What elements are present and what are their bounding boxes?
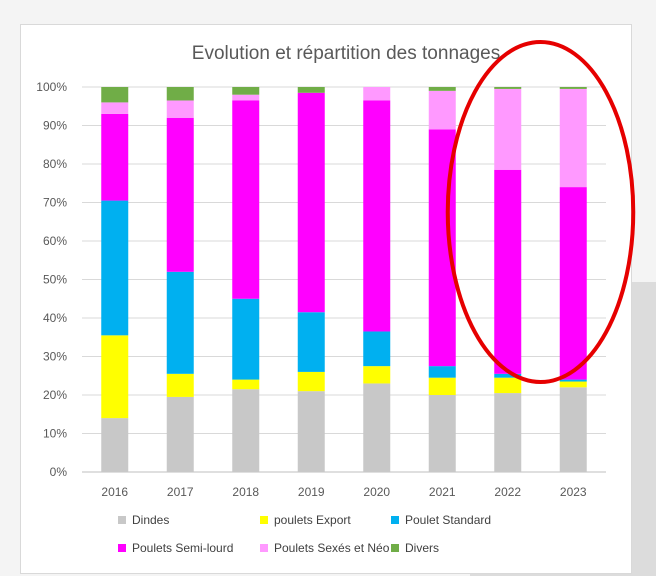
bar-segment [297, 92, 325, 313]
bar-segment [363, 331, 391, 367]
bar-segment [363, 383, 391, 472]
bar-segment [559, 387, 587, 472]
legend-label: Poulets Sexés et Néo [274, 541, 390, 555]
bar-segment [101, 335, 129, 419]
bar-segment [232, 100, 260, 299]
chart-title: Evolution et répartition des tonnages [192, 43, 500, 64]
x-tick-label: 2017 [167, 485, 194, 499]
legend-label: Poulet Standard [405, 513, 491, 527]
legend: Dindes poulets Export Poulet Standard Poule… [118, 513, 491, 555]
bar-segment [166, 396, 194, 472]
legend-label: Divers [405, 541, 439, 555]
bar-segment [494, 87, 522, 89]
y-tick-label: 60% [43, 234, 67, 248]
bar-segment [363, 100, 391, 332]
bar-segment [101, 102, 129, 114]
bar-segment [232, 298, 260, 380]
bar-segment [559, 379, 587, 382]
x-tick-label: 2018 [232, 485, 259, 499]
bar-segment [297, 312, 325, 372]
y-tick-label: 50% [43, 273, 67, 287]
bar-segment [559, 381, 587, 388]
legend-swatch [118, 516, 126, 524]
y-tick-label: 70% [43, 196, 67, 210]
bar-segment [166, 117, 194, 272]
bar-segment [559, 187, 587, 380]
bar-segment [101, 113, 129, 201]
y-tick-label: 30% [43, 350, 67, 364]
bar-segment [101, 87, 129, 103]
bar-segment [559, 88, 587, 188]
bar-segment [428, 90, 456, 130]
legend-swatch [391, 516, 399, 524]
y-tick-label: 80% [43, 157, 67, 171]
x-tick-label: 2016 [101, 485, 128, 499]
bar-segment [494, 169, 522, 374]
legend-label: poulets Export [274, 513, 351, 527]
bar-segment [166, 87, 194, 101]
bar-segment [166, 100, 194, 118]
highlight-ellipse [445, 40, 636, 384]
bar-segment [428, 366, 456, 378]
y-tick-label: 100% [36, 80, 67, 94]
legend-swatch [260, 516, 268, 524]
bar-segment [166, 373, 194, 397]
y-tick-label: 40% [43, 311, 67, 325]
bar-segment [166, 271, 194, 374]
bar-segment [494, 373, 522, 378]
bar-segment [428, 395, 456, 472]
bar-segment [297, 371, 325, 392]
bars [101, 87, 587, 472]
legend-swatch [260, 544, 268, 552]
bar-segment [428, 87, 456, 91]
legend-swatch [118, 544, 126, 552]
bar-segment [428, 377, 456, 395]
legend-label: Dindes [132, 513, 169, 527]
x-tick-label: 2019 [298, 485, 325, 499]
x-tick-label: 2021 [429, 485, 456, 499]
bar-segment [232, 94, 260, 101]
bar-segment [297, 87, 325, 93]
bar-segment [494, 88, 522, 170]
y-tick-label: 90% [43, 119, 67, 133]
bar-segment [232, 87, 260, 95]
bar-segment [297, 391, 325, 472]
legend-swatch [391, 544, 399, 552]
bar-segment [559, 87, 587, 89]
y-axis-ticks: 0% 10% 20% 30% 40% 50% 60% 70% 80% 90% 100% [36, 80, 67, 479]
x-axis-ticks: 2016 2017 2018 2019 2020 2021 2022 2023 [101, 485, 587, 499]
x-tick-label: 2022 [494, 485, 521, 499]
bar-segment [101, 418, 129, 472]
bar-segment [232, 389, 260, 472]
bar-segment [363, 366, 391, 384]
gridlines [82, 86, 606, 473]
bar-segment [101, 200, 129, 336]
legend-label: Poulets Semi-lourd [132, 541, 233, 555]
x-tick-label: 2020 [363, 485, 390, 499]
y-tick-label: 20% [43, 388, 67, 402]
bar-segment [363, 87, 391, 101]
y-tick-label: 0% [50, 465, 68, 479]
x-tick-label: 2023 [560, 485, 587, 499]
y-tick-label: 10% [43, 427, 67, 441]
bar-segment [494, 393, 522, 472]
bar-segment [232, 379, 260, 390]
bar-segment [494, 377, 522, 394]
